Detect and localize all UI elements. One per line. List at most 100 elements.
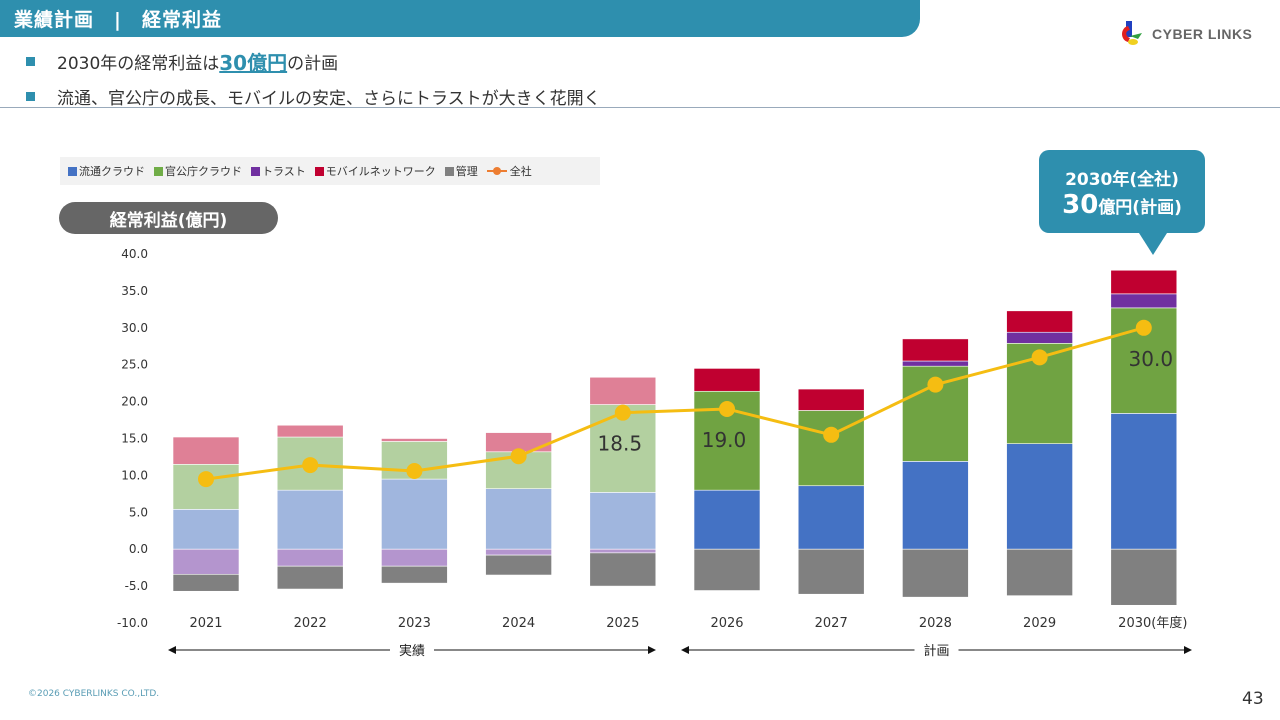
- period-arrows: 実績 計画: [168, 643, 1192, 659]
- legend-swatch-icon: [68, 166, 77, 176]
- callout-unit: 億円(計画): [1098, 198, 1182, 218]
- company-logo: CYBER LINKS: [1118, 18, 1258, 48]
- bullet-square-icon: [26, 92, 35, 101]
- legend-item: 全社: [486, 163, 532, 179]
- callout-line2: 30億円(計画): [1039, 190, 1205, 220]
- bar-segment: [797, 548, 865, 595]
- legend-item: 官公庁クラウド: [154, 163, 242, 179]
- bar-segment: [1006, 548, 1073, 596]
- header-divider: [0, 107, 1280, 108]
- arrow-right-icon: [648, 646, 656, 654]
- y-tick-label: 10.0: [121, 468, 148, 482]
- x-tick-label: 2027: [815, 616, 848, 631]
- bar-segment: [902, 360, 969, 367]
- arrow-left-icon: [168, 646, 176, 654]
- bar-segment: [172, 573, 240, 592]
- y-tick-label: 5.0: [129, 505, 148, 519]
- x-tick-label: 2023: [398, 616, 431, 631]
- y-tick-label: 25.0: [121, 358, 148, 372]
- bar-segment: [902, 548, 969, 598]
- bullet-text: 2030年の経常利益は: [57, 54, 220, 74]
- total-point: [614, 404, 631, 421]
- y-tick-label: 0.0: [129, 542, 148, 556]
- bar-segment: [276, 489, 344, 550]
- data-label: 30.0: [1129, 347, 1174, 371]
- y-tick-label: 15.0: [121, 432, 148, 446]
- bullet-square-icon: [26, 57, 35, 66]
- bar-segment: [276, 565, 344, 590]
- bar-segment: [172, 436, 240, 465]
- legend-item: モバイルネットワーク: [314, 163, 436, 179]
- bullet-item: 流通、官公庁の成長、モバイルの安定、さらにトラストが大きく花開く: [24, 79, 601, 114]
- chart-legend: 流通クラウド 官公庁クラウド トラスト モバイルネットワーク 管理 全社: [60, 157, 600, 185]
- total-point: [1031, 349, 1048, 366]
- legend-swatch-icon: [154, 166, 163, 176]
- bar-segment: [589, 552, 657, 587]
- bar-segment: [797, 410, 865, 487]
- bar-segment: [1006, 331, 1073, 344]
- total-point: [198, 471, 214, 488]
- page-number: 43: [1242, 689, 1264, 709]
- x-tick-label: 2024: [502, 616, 535, 631]
- bar-segment: [485, 548, 552, 556]
- x-tick-label: 2030(年度): [1118, 615, 1187, 631]
- legend-label: 官公庁クラウド: [165, 165, 242, 178]
- chart-title-pill: 経常利益(億円): [59, 202, 278, 234]
- bar-segment: [276, 548, 344, 567]
- total-line: [205, 326, 1145, 481]
- legend-swatch-icon: [444, 166, 454, 176]
- total-point: [823, 426, 840, 443]
- bar-series: [172, 269, 1178, 606]
- total-point: [406, 462, 423, 479]
- bar-segment: [902, 461, 969, 550]
- bar-segment: [693, 489, 761, 550]
- total-point: [1135, 319, 1152, 336]
- x-tick-label: 2021: [189, 616, 222, 631]
- x-tick-label: 2028: [919, 616, 952, 631]
- copyright: ©2026 CYBERLINKS CO.,LTD.: [28, 689, 160, 699]
- bar-segment: [1110, 269, 1178, 295]
- callout-big-number: 30: [1062, 190, 1099, 220]
- y-tick-label: 40.0: [121, 247, 148, 261]
- bar-segment: [172, 509, 240, 550]
- legend-item: 管理: [444, 163, 478, 179]
- data-labels: 18.5 19.0 30.0: [598, 347, 1174, 456]
- line-series: [198, 319, 1152, 488]
- actual-period-label: 実績: [399, 643, 425, 659]
- bar-segment: [693, 548, 761, 591]
- x-axis: 2021 2022 2023 2024 2025 2026 2027 2028 2029 2030…: [189, 615, 1187, 631]
- cyberlinks-logo-icon: [1122, 21, 1142, 45]
- total-point: [719, 400, 735, 417]
- bar-segment: [1006, 443, 1073, 550]
- bar-segment: [381, 565, 448, 584]
- bar-segment: [1110, 413, 1178, 550]
- bullet-accent-text: 30億円: [219, 51, 288, 75]
- y-tick-label: -5.0: [125, 579, 148, 593]
- y-tick-label: 35.0: [121, 284, 148, 298]
- bar-segment: [589, 548, 657, 554]
- data-label: 19.0: [702, 428, 747, 452]
- total-point: [510, 448, 527, 465]
- y-tick-label: 20.0: [121, 395, 148, 409]
- legend-label: 流通クラウド: [79, 165, 145, 178]
- legend-label: モバイルネットワーク: [325, 165, 436, 178]
- bar-segment: [1110, 548, 1178, 606]
- legend-label: トラスト: [262, 165, 306, 178]
- bar-segment: [589, 376, 657, 405]
- bar-segment: [1006, 310, 1073, 333]
- logo-text: CYBER LINKS: [1152, 26, 1253, 42]
- bar-segment: [797, 485, 865, 550]
- callout-bubble: 2030年(全社) 30億円(計画): [1039, 150, 1205, 255]
- legend-item: 流通クラウド: [68, 163, 145, 179]
- arrow-left-icon: [681, 646, 689, 654]
- total-point: [302, 457, 319, 474]
- x-tick-label: 2029: [1023, 616, 1056, 631]
- bar-segment: [797, 388, 865, 411]
- legend-swatch-icon: [314, 166, 324, 176]
- legend-label: 全社: [509, 165, 532, 178]
- y-axis: 40.0 35.0 30.0 25.0 20.0 15.0 10.0 5.0 0.0 -5.0 -1…: [117, 247, 148, 630]
- page-title: 業績計画 | 経常利益: [14, 9, 222, 31]
- bar-segment: [485, 554, 552, 576]
- bar-segment: [485, 488, 552, 550]
